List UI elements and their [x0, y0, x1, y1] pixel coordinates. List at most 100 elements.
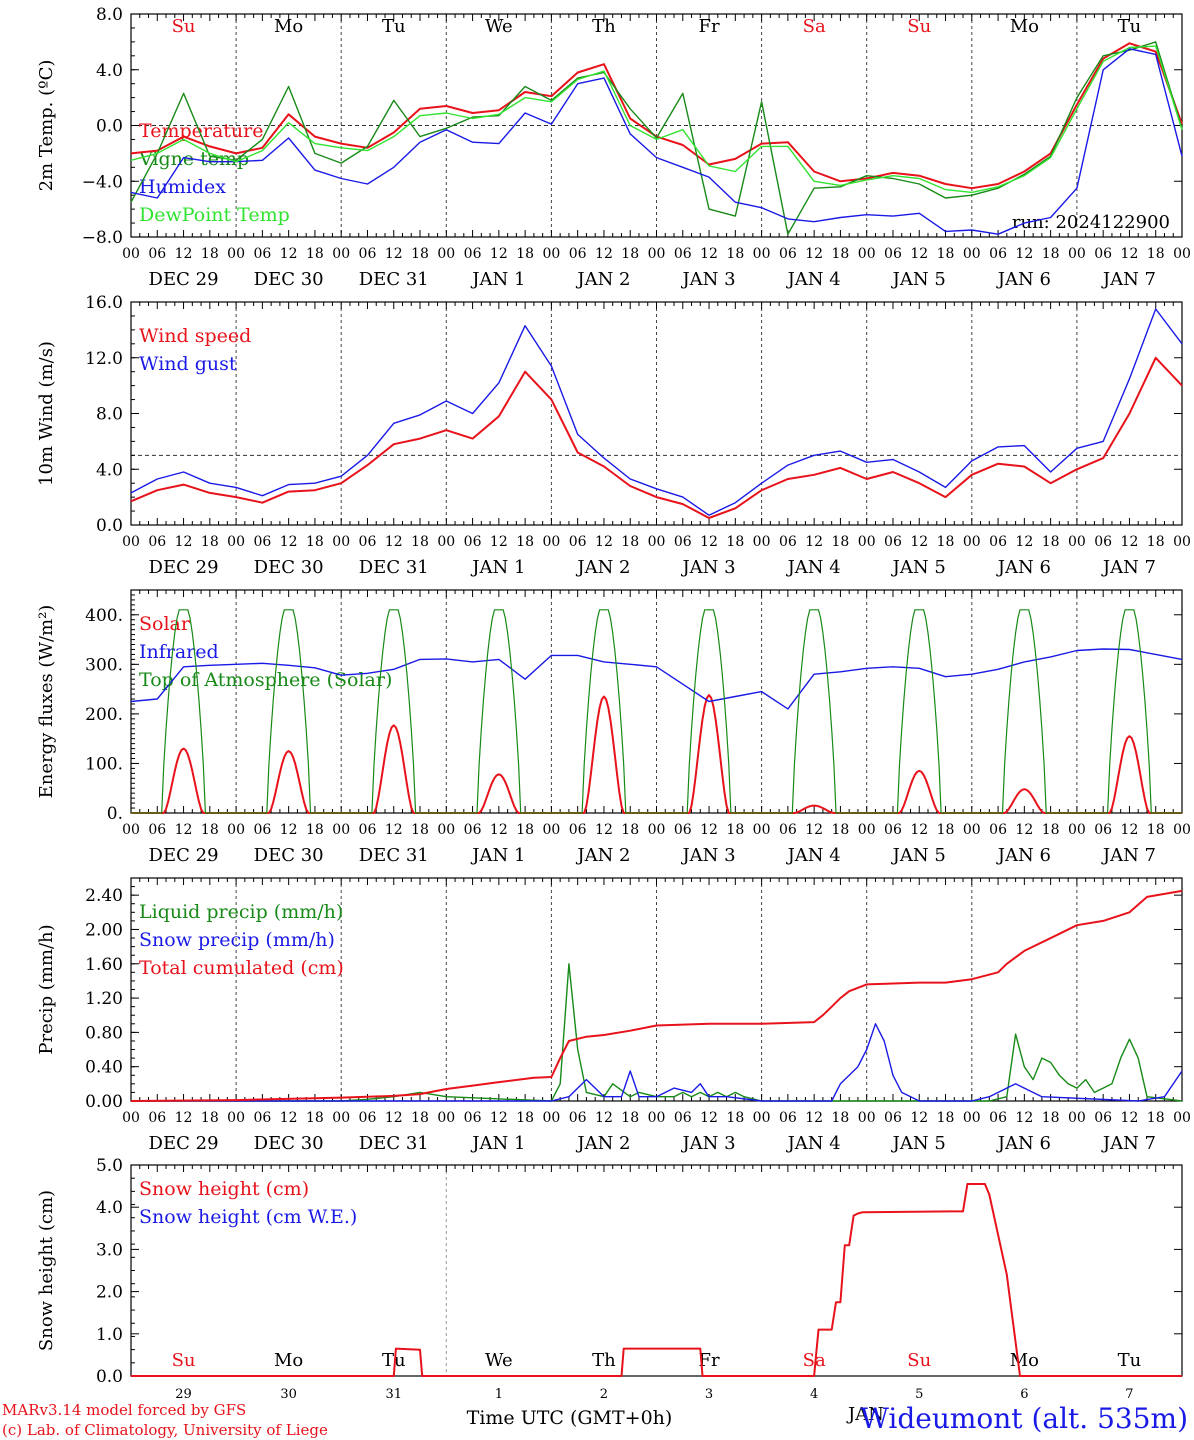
date-label: JAN 1 — [470, 1133, 525, 1154]
weekday-label: Su — [172, 16, 196, 37]
hour-tick-label: 18 — [1042, 822, 1060, 838]
hour-tick-label: 12 — [910, 822, 928, 838]
solar-day-curve — [1076, 735, 1182, 814]
series-line — [130, 45, 1183, 194]
hour-tick-label: 00 — [753, 534, 771, 550]
hour-tick-label: 00 — [963, 246, 981, 262]
legend-entry: Solar — [139, 613, 191, 635]
legend-entry: Wind gust — [139, 353, 237, 375]
series-line — [130, 308, 1183, 516]
hour-tick-label: 12 — [175, 246, 193, 262]
location-title: Wideumont (alt. 535m) — [860, 1402, 1188, 1435]
series-line — [130, 889, 1183, 1102]
toa-day-curve — [236, 609, 342, 814]
hour-tick-label: 06 — [148, 1110, 166, 1126]
hour-tick-label: 18 — [411, 246, 429, 262]
date-label: JAN 6 — [996, 557, 1051, 578]
weekday-label: Tu — [382, 1350, 406, 1371]
hour-tick-label: 00 — [437, 246, 455, 262]
hour-tick-label: 00 — [753, 822, 771, 838]
hour-tick-label: 06 — [148, 534, 166, 550]
y-tick-label: 1.0 — [96, 1325, 123, 1345]
hour-tick-label: 00 — [648, 1110, 666, 1126]
hour-tick-label: 06 — [569, 534, 587, 550]
date-label: DEC 30 — [254, 269, 324, 290]
day-number-label: 31 — [385, 1387, 402, 1402]
y-tick-label: 0.00 — [85, 1092, 123, 1112]
day-number-label: 3 — [705, 1387, 713, 1402]
y-tick-label: 1.60 — [85, 955, 123, 975]
date-label: JAN 6 — [996, 845, 1051, 866]
hour-tick-label: 12 — [1121, 1110, 1139, 1126]
hour-tick-label: 06 — [1094, 822, 1112, 838]
y-tick-label: −4.0 — [82, 172, 123, 192]
hour-tick-label: 12 — [595, 246, 613, 262]
series-line — [130, 48, 1183, 235]
hour-tick-label: 12 — [280, 1110, 298, 1126]
weekday-label: Fr — [699, 16, 720, 37]
date-label: DEC 30 — [254, 1133, 324, 1154]
hour-tick-label: 18 — [726, 822, 744, 838]
hour-tick-label: 18 — [516, 1110, 534, 1126]
day-number-label: 6 — [1020, 1387, 1028, 1402]
hour-tick-label: 18 — [937, 534, 955, 550]
hour-tick-label: 18 — [306, 822, 324, 838]
hour-tick-label: 00 — [648, 822, 666, 838]
hour-tick-label: 06 — [884, 1110, 902, 1126]
weekday-label: Mo — [1010, 16, 1039, 37]
hour-tick-label: 00 — [542, 534, 560, 550]
hour-tick-label: 06 — [359, 822, 377, 838]
date-label: DEC 29 — [149, 1133, 219, 1154]
hour-tick-label: 18 — [201, 534, 219, 550]
hour-tick-label: 00 — [1173, 534, 1191, 550]
hour-tick-label: 18 — [832, 246, 850, 262]
y-tick-label: 3.0 — [96, 1240, 123, 1260]
hour-tick-label: 00 — [437, 1110, 455, 1126]
weekday-label: Su — [907, 1350, 931, 1371]
hour-tick-label: 00 — [332, 1110, 350, 1126]
date-label: JAN 3 — [680, 557, 735, 578]
date-label: JAN 2 — [575, 557, 630, 578]
hour-tick-label: 00 — [963, 534, 981, 550]
hour-tick-label: 18 — [1042, 1110, 1060, 1126]
day-number-label: 29 — [175, 1387, 192, 1402]
toa-day-curve — [341, 609, 447, 814]
date-label: JAN 5 — [891, 557, 946, 578]
y-tick-label: 400. — [85, 606, 123, 626]
hour-tick-label: 00 — [1173, 246, 1191, 262]
day-number-label: 30 — [280, 1387, 297, 1402]
hour-tick-label: 00 — [122, 246, 140, 262]
hour-tick-label: 06 — [253, 822, 271, 838]
hour-tick-label: 12 — [1121, 534, 1139, 550]
hour-tick-label: 18 — [1147, 822, 1165, 838]
hour-tick-label: 00 — [1068, 246, 1086, 262]
hour-tick-label: 12 — [280, 534, 298, 550]
hour-tick-label: 06 — [464, 1110, 482, 1126]
y-axis-label: Snow height (cm) — [36, 1190, 57, 1351]
hour-tick-label: 00 — [753, 1110, 771, 1126]
hour-tick-label: 18 — [937, 822, 955, 838]
hour-tick-label: 06 — [569, 822, 587, 838]
date-label: DEC 30 — [254, 845, 324, 866]
y-tick-label: 0.40 — [85, 1058, 123, 1078]
panel-3: 400. 300. 200. 100. 0. Energy fluxes (W/m²) 00… — [36, 589, 1191, 866]
date-label: JAN 1 — [470, 557, 525, 578]
hour-tick-label: 12 — [175, 534, 193, 550]
y-tick-label: 5.0 — [96, 1156, 123, 1176]
month-label: JAN — [846, 1404, 884, 1425]
hour-tick-label: 06 — [989, 822, 1007, 838]
y-tick-label: 4.0 — [96, 61, 123, 81]
hour-tick-label: 06 — [253, 246, 271, 262]
legend-entry: Top of Atmosphere (Solar) — [139, 669, 392, 691]
hour-tick-label: 00 — [648, 246, 666, 262]
hour-tick-label: 18 — [306, 246, 324, 262]
hour-tick-label: 06 — [148, 822, 166, 838]
y-tick-label: 8.0 — [96, 5, 123, 25]
hour-tick-label: 06 — [464, 534, 482, 550]
y-tick-label: 12.0 — [85, 349, 123, 369]
hour-tick-label: 18 — [516, 534, 534, 550]
weekday-label: We — [485, 16, 513, 37]
toa-day-curve — [971, 609, 1077, 814]
series-line — [130, 356, 1183, 519]
